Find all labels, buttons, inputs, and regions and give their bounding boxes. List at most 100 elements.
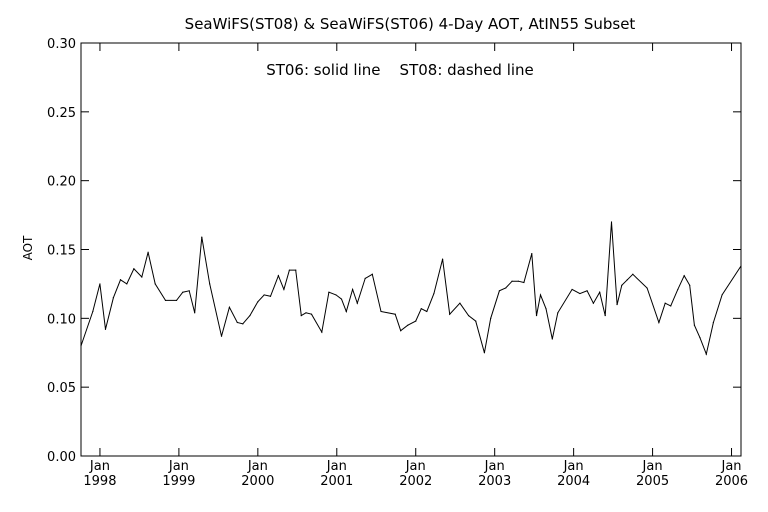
x-tick-year-label: 2005 xyxy=(636,474,669,489)
data-point xyxy=(699,337,701,339)
data-point xyxy=(133,268,135,270)
data-point xyxy=(220,335,223,337)
series-line-st06 xyxy=(80,221,742,356)
data-point xyxy=(228,306,231,308)
data-point xyxy=(269,295,272,297)
y-tick-label: 0.15 xyxy=(47,244,76,259)
data-point xyxy=(626,279,628,281)
data-point xyxy=(182,291,184,293)
data-point xyxy=(305,312,307,314)
data-point xyxy=(415,320,417,322)
data-point xyxy=(721,294,723,296)
data-point xyxy=(517,280,519,282)
data-point xyxy=(242,323,244,325)
data-point xyxy=(263,294,265,296)
data-point xyxy=(126,283,128,285)
y-tick-label: 0.20 xyxy=(47,175,76,190)
data-point xyxy=(498,290,501,292)
data-point xyxy=(670,305,672,307)
data-point xyxy=(236,321,238,324)
data-point xyxy=(523,281,525,284)
data-point xyxy=(689,284,691,286)
data-point xyxy=(328,291,330,293)
data-point xyxy=(535,314,538,317)
data-point xyxy=(433,292,435,295)
data-point xyxy=(188,290,190,292)
chart-title: SeaWiFS(ST08) & SeaWiFS(ST06) 4-Day AOT,… xyxy=(185,15,636,33)
data-point xyxy=(664,302,666,304)
data-point xyxy=(646,287,648,289)
data-point xyxy=(599,291,601,293)
data-point xyxy=(288,269,291,271)
data-point xyxy=(371,273,373,275)
x-tick-month-label: Jan xyxy=(642,459,663,474)
data-point xyxy=(693,324,696,326)
y-axis-label: AOT xyxy=(21,235,35,260)
y-tick-label: 0.05 xyxy=(47,381,76,396)
data-point xyxy=(740,265,742,267)
x-tick-month-label: Jan xyxy=(484,459,505,474)
data-point xyxy=(99,283,101,285)
data-point xyxy=(441,258,444,260)
data-point xyxy=(300,314,302,317)
y-tick-label: 0.10 xyxy=(47,312,76,327)
data-point xyxy=(147,251,149,253)
data-point xyxy=(426,310,428,313)
x-tick-month-label: Jan xyxy=(89,459,110,474)
data-point xyxy=(249,314,251,317)
data-point xyxy=(394,313,396,315)
series-layer xyxy=(80,221,742,356)
data-point xyxy=(119,279,122,281)
data-point xyxy=(112,297,114,299)
data-point xyxy=(356,302,358,304)
x-tick-year-label: 2000 xyxy=(241,474,274,489)
data-point xyxy=(345,310,347,313)
x-tick-year-label: 2001 xyxy=(320,474,353,489)
data-point xyxy=(483,352,486,354)
data-point xyxy=(604,314,606,317)
x-tick-month-label: Jan xyxy=(168,459,189,474)
y-tick-label: 0.30 xyxy=(47,37,76,52)
data-point xyxy=(579,292,581,295)
data-point xyxy=(92,310,94,313)
data-point xyxy=(475,320,477,322)
data-point xyxy=(677,288,679,291)
data-point xyxy=(571,288,573,291)
y-tick-label: 0.25 xyxy=(47,106,76,121)
plot-frame xyxy=(80,42,742,457)
x-tick-month-label: Jan xyxy=(326,459,347,474)
x-tick-year-label: 1998 xyxy=(83,474,116,489)
data-point xyxy=(511,280,513,282)
x-tick-year-label: 2004 xyxy=(557,474,590,489)
x-tick-month-label: Jan xyxy=(247,459,268,474)
data-point xyxy=(705,353,707,355)
data-point xyxy=(80,345,82,347)
x-tick-month-label: Jan xyxy=(563,459,584,474)
x-axis-ticks: Jan1998Jan1999Jan2000Jan2001Jan2002Jan20… xyxy=(83,43,748,489)
data-point xyxy=(610,221,613,223)
data-point xyxy=(335,294,337,296)
data-point xyxy=(420,308,422,310)
data-point xyxy=(468,314,470,317)
data-point xyxy=(340,298,343,300)
data-point xyxy=(531,253,533,255)
data-point xyxy=(539,294,542,296)
y-axis-ticks: 0.00 0.05 0.10 0.15 0.20 0.25 0.30 xyxy=(47,37,741,465)
data-point xyxy=(283,288,285,291)
x-tick-year-label: 2002 xyxy=(399,474,432,489)
data-point xyxy=(505,287,507,289)
data-point xyxy=(194,312,196,314)
data-point xyxy=(175,299,178,302)
data-point xyxy=(658,321,660,324)
data-point xyxy=(164,299,167,302)
data-point xyxy=(712,321,714,324)
data-point xyxy=(557,312,559,314)
data-point xyxy=(277,275,279,277)
x-tick-year-label: 2003 xyxy=(478,474,511,489)
data-point xyxy=(364,277,366,280)
data-point xyxy=(321,331,323,333)
x-tick-year-label: 1999 xyxy=(162,474,195,489)
x-tick-month-label: Jan xyxy=(405,459,426,474)
data-point xyxy=(400,330,402,332)
